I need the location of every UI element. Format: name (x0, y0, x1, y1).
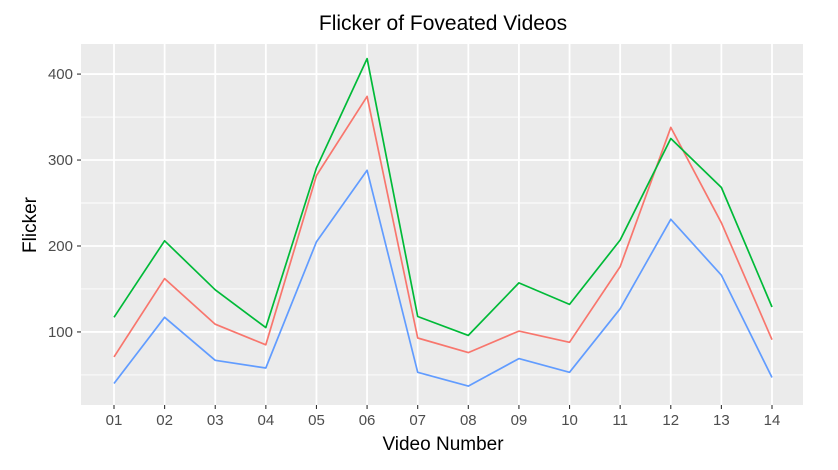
plot-panel (81, 44, 803, 405)
tick-labels: 100 200 300 400 01 02 03 04 05 06 07 08 09 10 11 12 13 14 (48, 66, 780, 429)
x-tick-label: 11 (612, 412, 628, 429)
green-series-line (113, 57, 773, 337)
x-tick-label: 07 (409, 412, 426, 429)
x-tick-label: 14 (764, 412, 781, 429)
x-tick-label: 10 (561, 412, 578, 429)
x-tick-label: 12 (662, 412, 679, 429)
chart-title: Flicker of Foveated Videos (319, 12, 567, 35)
x-tick-label: 01 (106, 412, 123, 429)
y-tick-label: 400 (48, 66, 73, 83)
axis-ticks (77, 73, 773, 409)
blue-series-line (113, 169, 773, 387)
x-tick-label: 09 (511, 412, 528, 429)
red-series-line (113, 95, 773, 358)
y-tick-label: 200 (48, 238, 73, 255)
series-lines (113, 57, 773, 387)
x-axis-title: Video Number (382, 434, 504, 455)
x-tick-label: 03 (207, 412, 224, 429)
y-tick-label: 100 (48, 324, 73, 341)
x-tick-label: 08 (460, 412, 477, 429)
x-tick-label: 05 (308, 412, 325, 429)
x-tick-label: 02 (156, 412, 173, 429)
grid-major (81, 44, 803, 405)
y-axis-title: Flicker (20, 196, 41, 253)
x-tick-label: 13 (713, 412, 730, 429)
x-tick-label: 06 (359, 412, 376, 429)
y-tick-label: 300 (48, 152, 73, 169)
x-tick-label: 04 (258, 412, 275, 429)
grid-minor (81, 116, 803, 376)
